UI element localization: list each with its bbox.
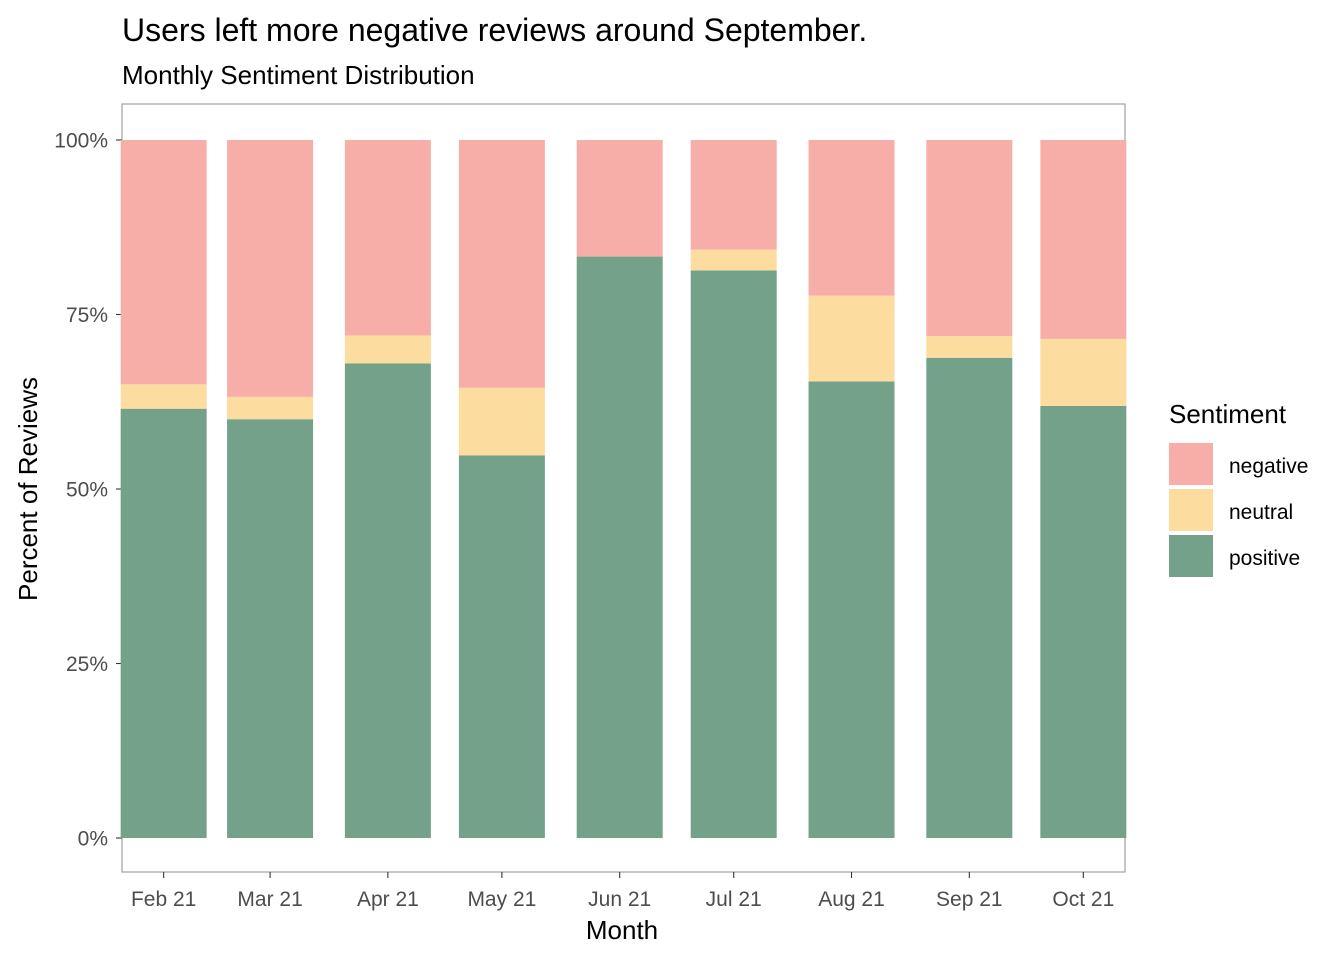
bar-neutral <box>227 396 314 420</box>
y-tick-label: 25% <box>66 653 108 676</box>
bar-negative <box>690 140 777 250</box>
bar-negative <box>344 140 431 336</box>
bar-positive <box>227 419 314 838</box>
bar-negative <box>458 140 545 388</box>
bar-positive <box>344 363 431 838</box>
chart-subtitle: Monthly Sentiment Distribution <box>122 60 475 90</box>
x-tick-label: Mar 21 <box>237 888 302 911</box>
y-axis: 0% 25% 50% 75% 100% <box>54 130 122 851</box>
y-tick-label: 50% <box>66 479 108 502</box>
x-tick-label: Aug 21 <box>818 888 885 911</box>
y-tick-label: 75% <box>66 304 108 327</box>
bars <box>120 140 1127 838</box>
legend-key-neutral <box>1169 489 1213 531</box>
bar-negative <box>576 140 663 257</box>
legend-key-positive <box>1169 535 1213 577</box>
legend-key-negative <box>1169 443 1213 485</box>
bar-positive <box>690 270 777 838</box>
legend-label: negative <box>1229 455 1308 478</box>
bar-positive <box>1040 405 1127 838</box>
bar-neutral <box>808 295 895 382</box>
bar-negative <box>808 140 895 296</box>
chart-title: Users left more negative reviews around … <box>122 12 867 48</box>
bar-negative <box>227 140 314 397</box>
bar-negative <box>120 140 207 385</box>
legend-label: positive <box>1229 547 1300 570</box>
x-tick-label: Oct 21 <box>1052 888 1114 911</box>
bar-negative <box>926 140 1013 337</box>
x-tick-label: Jul 21 <box>706 888 762 911</box>
bar-negative <box>1040 140 1127 339</box>
y-tick-label: 0% <box>78 828 108 851</box>
x-tick-label: Sep 21 <box>936 888 1003 911</box>
legend: Sentiment negative neutral positive <box>1169 399 1308 577</box>
bar-neutral <box>926 336 1013 358</box>
bar-positive <box>926 357 1013 838</box>
bar-positive <box>120 408 207 838</box>
bar-positive <box>808 381 895 838</box>
bar-neutral <box>690 249 777 271</box>
bar-neutral <box>344 335 431 364</box>
x-axis-title: Month <box>586 915 658 945</box>
x-axis: Feb 21 Mar 21 Apr 21 May 21 Jun 21 Jul 21 Aug … <box>131 872 1114 911</box>
legend-label: neutral <box>1229 501 1293 524</box>
bar-neutral <box>458 387 545 456</box>
x-tick-label: May 21 <box>467 888 536 911</box>
bar-positive <box>458 455 545 838</box>
bar-positive <box>576 256 663 838</box>
x-tick-label: Jun 21 <box>588 888 651 911</box>
bar-neutral <box>1040 338 1127 406</box>
x-tick-label: Apr 21 <box>357 888 419 911</box>
y-axis-title: Percent of Reviews <box>13 377 43 601</box>
legend-title: Sentiment <box>1169 399 1287 429</box>
bar-neutral <box>120 384 207 409</box>
y-tick-label: 100% <box>54 130 108 153</box>
x-tick-label: Feb 21 <box>131 888 196 911</box>
